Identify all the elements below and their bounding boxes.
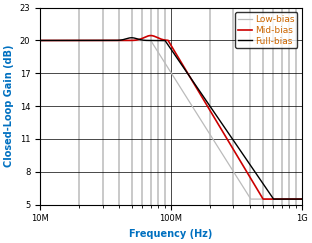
Mid-bias bbox=[149, 34, 153, 37]
Low-bias bbox=[139, 39, 142, 42]
Legend: Low-bias, Mid-bias, Full-bias: Low-bias, Mid-bias, Full-bias bbox=[235, 12, 297, 48]
Full-bias bbox=[38, 39, 42, 42]
Full-bias bbox=[267, 191, 271, 193]
Full-bias bbox=[68, 39, 72, 42]
Low-bias bbox=[84, 39, 87, 42]
Low-bias bbox=[295, 198, 299, 200]
Full-bias bbox=[139, 38, 143, 41]
Low-bias bbox=[38, 39, 42, 42]
Full-bias bbox=[84, 39, 87, 42]
Low-bias bbox=[68, 39, 72, 42]
Full-bias bbox=[272, 198, 275, 200]
Full-bias bbox=[295, 198, 299, 200]
Full-bias bbox=[130, 36, 134, 39]
Line: Full-bias: Full-bias bbox=[40, 38, 302, 199]
Line: Mid-bias: Mid-bias bbox=[40, 35, 302, 199]
Mid-bias bbox=[38, 39, 42, 42]
Mid-bias bbox=[68, 39, 72, 42]
Mid-bias bbox=[84, 39, 87, 42]
Mid-bias bbox=[139, 38, 142, 41]
Line: Low-bias: Low-bias bbox=[40, 41, 302, 199]
X-axis label: Frequency (Hz): Frequency (Hz) bbox=[129, 229, 213, 239]
Low-bias bbox=[150, 41, 154, 44]
Mid-bias bbox=[150, 34, 154, 37]
Mid-bias bbox=[267, 198, 271, 200]
Mid-bias bbox=[261, 198, 265, 200]
Full-bias bbox=[300, 198, 304, 200]
Mid-bias bbox=[300, 198, 304, 200]
Mid-bias bbox=[295, 198, 299, 200]
Full-bias bbox=[150, 39, 154, 42]
Low-bias bbox=[267, 198, 271, 200]
Y-axis label: Closed-Loop Gain (dB): Closed-Loop Gain (dB) bbox=[4, 45, 14, 167]
Low-bias bbox=[249, 198, 253, 200]
Low-bias bbox=[300, 198, 304, 200]
